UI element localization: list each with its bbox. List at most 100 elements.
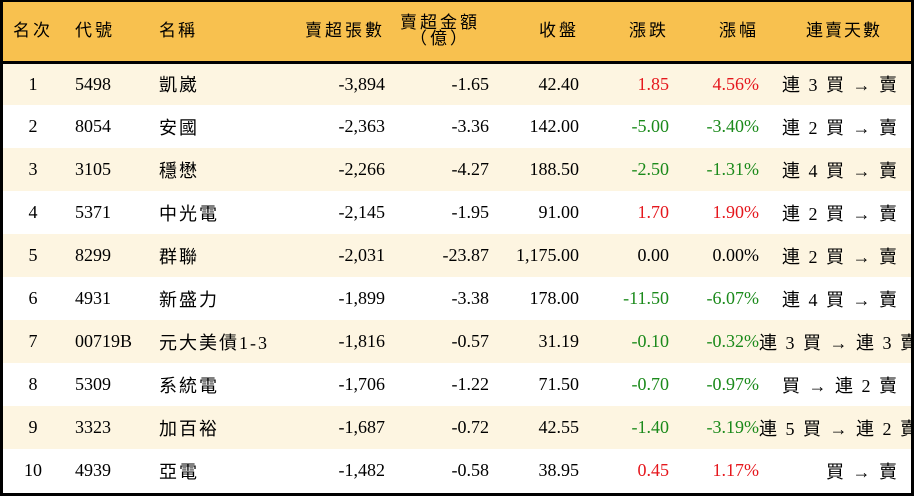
cell-change-pct: 1.17% [712,460,760,480]
cell-change: -11.50 [623,288,669,308]
cell-change: -0.10 [631,331,670,351]
header-rank: 名次 [13,21,53,41]
cell-close: 1,175.00 [516,245,579,265]
cell-close: 71.50 [538,374,580,394]
cell-change: -0.70 [631,374,670,394]
table-header-row: 名次 代號 名稱 賣超張數 賣超金額 （億） 收盤 漲跌 漲幅 連賣天數 [3,2,911,62]
cell-name: 亞電 [159,461,199,482]
cell-net-sell-lots: -2,031 [338,245,386,265]
cell-code: 00719B [75,331,133,351]
cell-close: 42.40 [538,73,580,94]
cell-net-sell-lots: -2,363 [338,116,386,136]
cell-name: 凱崴 [159,75,199,96]
cell-rank: 9 [28,417,38,437]
cell-name: 穩懋 [159,160,199,181]
table-row: 4 5371 中光電 -2,145 -1.95 91.00 1.70 1.90%… [3,191,911,234]
table-row: 5 8299 群聯 -2,031 -23.87 1,175.00 0.00 0.… [3,234,911,277]
cell-close: 38.95 [538,460,580,480]
header-net-sell-amount-line1: 賣超金額 [400,13,480,33]
table-row: 2 8054 安國 -2,363 -3.36 142.00 -5.00 -3.4… [3,105,911,148]
cell-change-pct: -0.97% [706,374,760,394]
cell-streak: 連 2 買 → 賣 [782,117,899,138]
header-close: 收盤 [539,21,579,41]
cell-close: 188.50 [529,159,580,179]
cell-net-sell-lots: -1,816 [338,331,386,351]
cell-close: 178.00 [529,288,580,308]
cell-code: 8299 [75,245,111,265]
cell-close: 42.55 [538,417,580,437]
cell-net-sell-amount: -3.38 [451,288,490,308]
cell-streak: 連 5 買 → 連 2 賣 [759,418,914,439]
cell-net-sell-amount: -1.65 [451,73,490,94]
cell-name: 新盛力 [159,289,219,310]
cell-change-pct: -0.32% [706,331,760,351]
cell-streak: 連 3 買 → 連 3 賣 [759,332,914,353]
cell-net-sell-amount: -1.22 [451,374,490,394]
header-change-pct: 漲幅 [719,21,759,41]
cell-change: 0.00 [637,245,670,265]
header-net-sell-amount-line2: （億） [410,29,470,49]
cell-net-sell-amount: -23.87 [442,245,490,265]
table-row: 8 5309 系統電 -1,706 -1.22 71.50 -0.70 -0.9… [3,363,911,406]
table-body: 1 5498 凱崴 -3,894 -1.65 42.40 1.85 4.56% … [3,62,914,492]
table-row: 10 4939 亞電 -1,482 -0.58 38.95 0.45 1.17%… [3,449,911,492]
cell-code: 3323 [75,417,111,437]
cell-change: -1.40 [631,417,670,437]
cell-net-sell-amount: -0.57 [451,331,490,351]
cell-change: 1.70 [637,202,670,222]
cell-streak: 連 2 買 → 賣 [782,246,899,267]
table-row: 7 00719B 元大美債1-3 -1,816 -0.57 31.19 -0.1… [3,320,914,363]
cell-net-sell-amount: -4.27 [451,159,490,179]
cell-change-pct: -1.31% [706,159,760,179]
cell-net-sell-lots: -2,145 [338,202,386,222]
cell-rank: 8 [28,374,38,394]
header-net-sell-lots: 賣超張數 [305,21,385,41]
cell-rank: 7 [28,331,38,351]
header-net-sell-amount: 賣超金額 （億） [385,2,489,62]
table-row: 9 3323 加百裕 -1,687 -0.72 42.55 -1.40 -3.1… [3,406,914,449]
cell-net-sell-lots: -1,687 [338,417,386,437]
cell-net-sell-amount: -1.95 [451,202,490,222]
cell-code: 8054 [75,116,111,136]
cell-rank: 1 [28,73,38,94]
cell-change: -5.00 [631,116,670,136]
cell-change: 1.85 [637,73,670,94]
cell-close: 91.00 [538,202,580,222]
cell-rank: 5 [28,245,38,265]
cell-rank: 3 [28,159,38,179]
table-row: 3 3105 穩懋 -2,266 -4.27 188.50 -2.50 -1.3… [3,148,911,191]
cell-net-sell-lots: -3,894 [338,73,386,94]
cell-streak: 買 → 連 2 賣 [782,375,899,396]
cell-rank: 6 [28,288,38,308]
cell-net-sell-lots: -1,482 [338,460,386,480]
cell-close: 142.00 [529,116,580,136]
cell-code: 4939 [75,460,111,480]
cell-code: 5309 [75,374,111,394]
cell-change-pct: 0.00% [712,245,760,265]
cell-name: 群聯 [159,246,199,267]
cell-change-pct: -3.40% [706,116,760,136]
cell-streak: 連 3 買 → 賣 [782,75,899,96]
table-row: 1 5498 凱崴 -3,894 -1.65 42.40 1.85 4.56% … [3,62,911,105]
table-row: 6 4931 新盛力 -1,899 -3.38 178.00 -11.50 -6… [3,277,911,320]
header-streak: 連賣天數 [806,21,882,41]
cell-streak: 連 4 買 → 賣 [782,160,899,181]
header-name: 名稱 [159,21,197,41]
cell-name: 系統電 [159,375,219,396]
header-code: 代號 [75,21,115,41]
cell-code: 5371 [75,202,111,222]
cell-streak: 買 → 賣 [826,461,899,482]
cell-name: 安國 [159,117,199,138]
cell-change-pct: -3.19% [706,417,760,437]
cell-close: 31.19 [538,331,580,351]
cell-net-sell-lots: -1,899 [338,288,386,308]
cell-change-pct: -6.07% [706,288,760,308]
cell-code: 5498 [75,73,111,94]
cell-net-sell-amount: -0.72 [451,417,490,437]
cell-code: 4931 [75,288,111,308]
cell-name: 元大美債1-3 [159,332,269,353]
cell-code: 3105 [75,159,111,179]
header-change: 漲跌 [629,21,669,41]
cell-net-sell-lots: -2,266 [338,159,386,179]
